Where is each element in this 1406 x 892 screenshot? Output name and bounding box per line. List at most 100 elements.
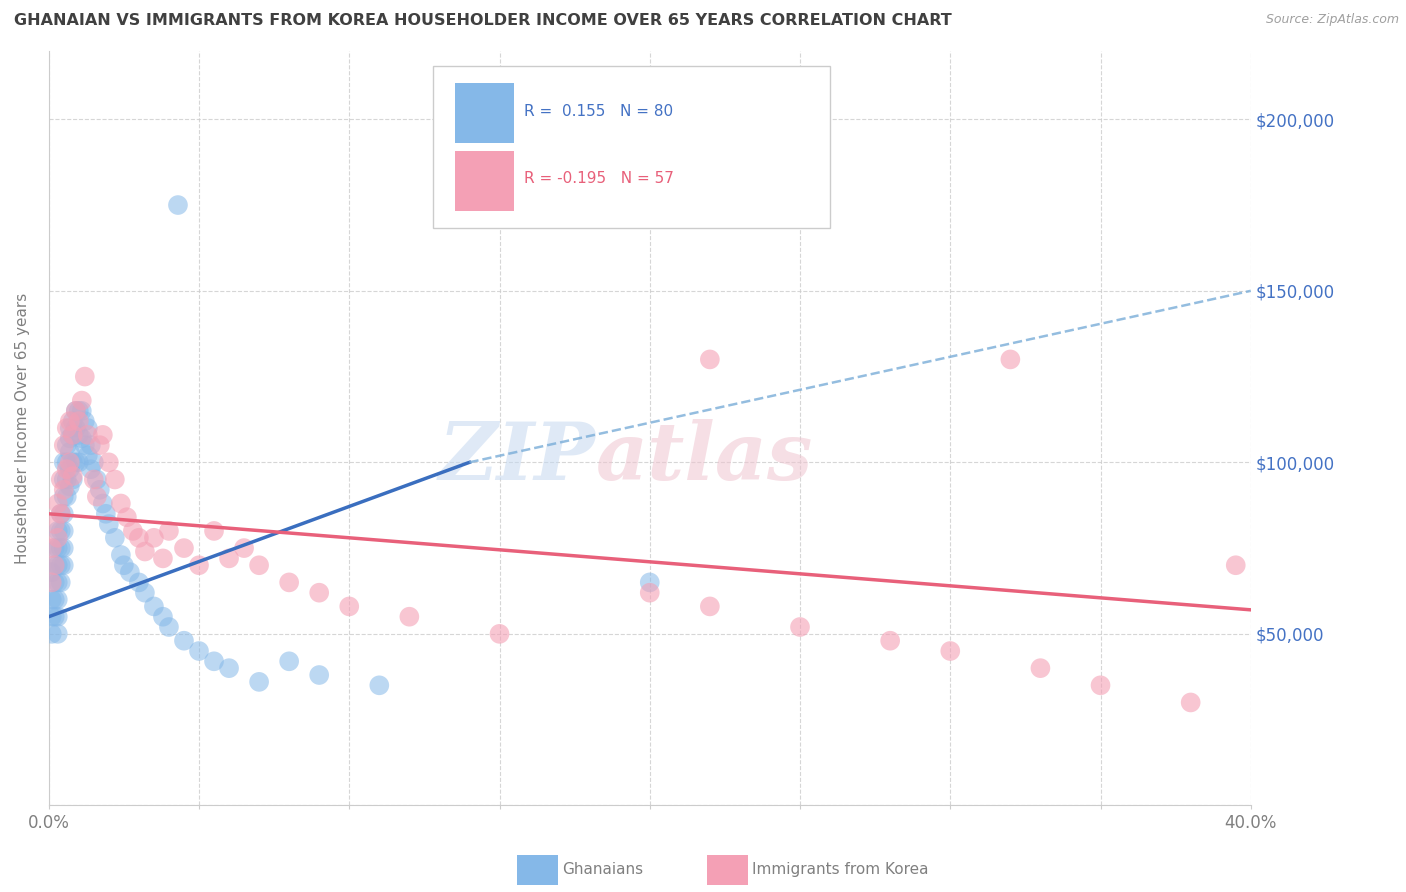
Point [110,496,132,510]
Point [91,496,114,510]
Point [488,627,510,641]
Point [699,352,721,367]
Point [46,609,69,624]
Point [97,455,120,469]
Point [73,414,96,428]
Point [52,558,75,573]
Point [49,524,72,538]
Point [128,531,150,545]
Point [879,633,901,648]
Text: Source: ZipAtlas.com: Source: ZipAtlas.com [1265,13,1399,27]
Point [49,575,72,590]
Point [52,438,75,452]
Point [86,490,108,504]
Point [80,462,103,476]
Point [44,592,66,607]
Point [46,558,69,573]
Point [44,575,66,590]
Point [52,541,75,555]
Point [699,599,721,614]
Text: R = -0.195   N = 57: R = -0.195 N = 57 [523,171,673,186]
Point [46,496,69,510]
Point [167,198,190,212]
FancyBboxPatch shape [456,83,515,143]
Text: Ghanaians: Ghanaians [562,863,644,877]
Point [142,531,165,545]
Point [173,541,195,555]
Point [134,544,156,558]
Point [152,609,174,624]
Point [104,473,127,487]
Point [49,541,72,555]
Point [218,661,240,675]
Point [110,548,132,562]
Point [337,599,360,614]
Point [49,507,72,521]
Point [157,524,180,538]
Point [59,431,82,445]
Point [1180,696,1202,710]
Point [62,455,84,469]
Point [44,558,66,573]
Point [202,654,225,668]
Point [65,421,87,435]
Point [70,393,93,408]
Point [46,524,69,538]
Point [104,531,127,545]
Point [59,455,82,469]
Point [62,414,84,428]
Point [59,421,82,435]
Point [52,483,75,497]
Point [52,473,75,487]
Point [55,462,77,476]
Point [308,585,330,599]
Point [76,421,98,435]
Point [44,517,66,532]
Point [67,428,90,442]
Point [80,438,103,452]
Point [157,620,180,634]
Point [49,507,72,521]
Point [59,479,82,493]
Point [44,558,66,573]
Point [41,565,63,579]
Point [52,490,75,504]
Point [368,678,391,692]
Point [44,541,66,555]
Point [308,668,330,682]
Point [67,455,90,469]
Point [62,428,84,442]
Point [41,627,63,641]
Point [46,531,69,545]
Point [278,654,301,668]
Point [638,575,661,590]
Point [67,414,90,428]
Point [152,551,174,566]
Point [62,473,84,487]
Point [49,473,72,487]
Point [65,404,87,418]
Point [188,558,211,573]
Point [41,575,63,590]
Point [46,541,69,555]
Point [115,510,138,524]
Text: R =  0.155   N = 80: R = 0.155 N = 80 [523,103,672,119]
Point [1029,661,1052,675]
Point [247,674,270,689]
Point [1000,352,1022,367]
Point [65,455,87,469]
Point [70,431,93,445]
Point [86,473,108,487]
Text: ZIP: ZIP [439,419,596,497]
Point [398,609,420,624]
Point [218,551,240,566]
FancyBboxPatch shape [456,151,515,211]
Point [1090,678,1112,692]
Point [73,438,96,452]
Point [44,609,66,624]
Point [188,644,211,658]
Point [91,428,114,442]
Point [939,644,962,658]
Point [1225,558,1247,573]
Point [83,473,105,487]
